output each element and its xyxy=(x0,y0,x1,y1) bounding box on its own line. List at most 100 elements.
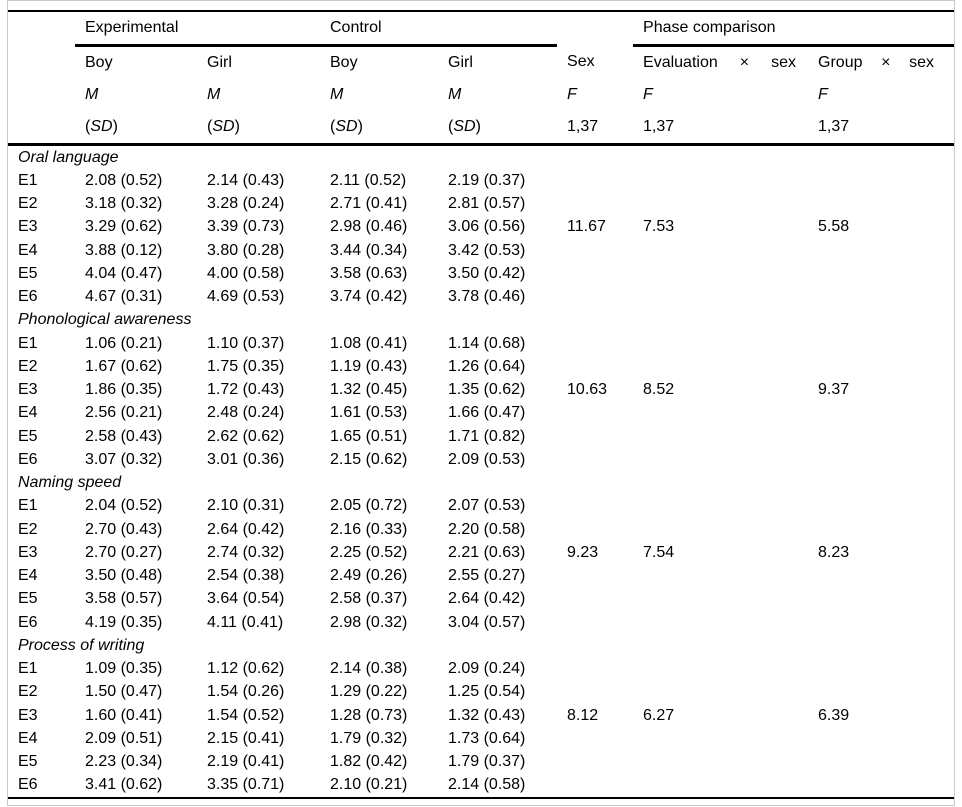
mean-sd-cell: 1.19 (0.43) xyxy=(330,357,408,375)
evaluation-point-label: E4 xyxy=(18,729,38,747)
data-row: E6 4.67 (0.31) 4.69 (0.53) 3.74 (0.42) 3.78 … xyxy=(8,286,954,309)
mean-sd-cell: 2.98 (0.32) xyxy=(330,613,408,631)
mean-sd-cell: 1.67 (0.62) xyxy=(85,357,163,375)
mean-sd-cell: 1.06 (0.21) xyxy=(85,334,163,352)
evaluation-point-label: E1 xyxy=(18,334,38,352)
mean-sd-cell: 4.69 (0.53) xyxy=(207,288,285,306)
mean-sd-cell: 3.29 (0.62) xyxy=(85,218,163,236)
mean-sd-cell: 2.23 (0.34) xyxy=(85,753,163,771)
evaluation-point-label: E6 xyxy=(18,288,38,306)
mean-sd-cell: 2.15 (0.62) xyxy=(330,450,408,468)
mean-sd-cell: 1.54 (0.52) xyxy=(207,706,285,724)
spanner-control: Control xyxy=(320,11,558,47)
sex-f-value: 9.23 xyxy=(567,543,599,561)
mean-sd-cell: 2.14 (0.43) xyxy=(207,171,285,189)
mean-sd-cell: 1.35 (0.62) xyxy=(448,381,526,399)
col-header-experimental-boy: Boy xyxy=(85,54,113,71)
mean-sd-cell: 2.08 (0.52) xyxy=(85,171,163,189)
section-title: Oral language xyxy=(18,148,119,166)
group-factor-label: Group xyxy=(818,54,863,71)
evaluation-point-label: E4 xyxy=(18,404,38,422)
data-row: E3 1.86 (0.35) 1.72 (0.43) 1.32 (0.45) 1.35 … xyxy=(8,379,954,402)
sd-symbol: (SD) xyxy=(197,111,320,146)
mean-sd-cell: 1.10 (0.37) xyxy=(207,334,285,352)
sex-f-value: 10.63 xyxy=(567,381,608,399)
mean-symbol: M xyxy=(330,86,344,103)
mean-sd-cell: 1.28 (0.73) xyxy=(330,706,408,724)
data-row: E4 2.56 (0.21) 2.48 (0.24) 1.61 (0.53) 1.66 … xyxy=(8,402,954,425)
data-row: E6 3.41 (0.62) 3.35 (0.71) 2.10 (0.21) 2.14 … xyxy=(8,774,954,798)
sex-factor-label: sex xyxy=(771,54,797,71)
mean-sd-cell: 2.09 (0.53) xyxy=(448,450,526,468)
mean-sd-cell: 2.14 (0.58) xyxy=(448,776,526,794)
mean-sd-cell: 4.04 (0.47) xyxy=(85,264,163,282)
mean-sd-cell: 2.10 (0.21) xyxy=(330,776,408,794)
col-header-sex: Sex xyxy=(567,53,595,71)
spanner-phase-comparison: Phase comparison xyxy=(633,11,954,47)
data-row: E5 3.58 (0.57) 3.64 (0.54) 2.58 (0.37) 2.64 … xyxy=(8,588,954,611)
mean-sd-cell: 1.86 (0.35) xyxy=(85,381,163,399)
col-header-control-girl: Girl xyxy=(448,54,473,71)
empty-cell xyxy=(8,79,75,111)
mean-sd-cell: 2.19 (0.41) xyxy=(207,753,285,771)
mean-symbol: M xyxy=(85,86,99,103)
data-row: E1 2.04 (0.52) 2.10 (0.31) 2.05 (0.72) 2.07 … xyxy=(8,495,954,518)
mean-sd-cell: 1.82 (0.42) xyxy=(330,753,408,771)
mean-sd-cell: 2.11 (0.52) xyxy=(330,171,407,189)
evaluation-point-label: E1 xyxy=(18,660,38,678)
group-sex-f-value: 6.39 xyxy=(818,706,850,724)
table-container: Experimental Control Phase comparison Bo… xyxy=(7,0,955,806)
mean-sd-cell: 1.25 (0.54) xyxy=(448,683,526,701)
evaluation-point-label: E2 xyxy=(18,683,38,701)
section-title: Naming speed xyxy=(18,474,122,492)
anova-results-table: Experimental Control Phase comparison Bo… xyxy=(8,10,954,799)
table-body: Oral language 11.67 7.53 5.58 E1 2.08 (0.52) 2… xyxy=(8,145,954,798)
mean-sd-cell: 1.71 (0.82) xyxy=(448,427,526,445)
mean-sd-cell: 3.01 (0.36) xyxy=(207,450,285,468)
mean-sd-cell: 2.16 (0.33) xyxy=(330,520,408,538)
mean-sd-cell: 2.20 (0.58) xyxy=(448,520,526,538)
mean-sd-cell: 2.10 (0.31) xyxy=(207,497,285,515)
mean-sd-cell: 2.04 (0.52) xyxy=(85,497,163,515)
mean-sd-cell: 2.70 (0.27) xyxy=(85,543,163,561)
evaluation-point-label: E3 xyxy=(18,543,38,561)
group-sex-f-value: 5.58 xyxy=(818,218,850,236)
mean-sd-cell: 3.50 (0.42) xyxy=(448,264,526,282)
col-header-experimental-girl: Girl xyxy=(207,54,232,71)
section-title-row: Process of writing 8.12 6.27 6.39 xyxy=(8,634,954,723)
mean-sd-cell: 2.74 (0.32) xyxy=(207,543,285,561)
evaluation-sex-f-value: 7.54 xyxy=(643,543,675,561)
mean-sd-cell: 1.79 (0.37) xyxy=(448,753,526,771)
mean-sd-cell: 1.26 (0.64) xyxy=(448,357,526,375)
data-row: E5 4.04 (0.47) 4.00 (0.58) 3.58 (0.63) 3.50 … xyxy=(8,262,954,285)
data-row: E4 2.09 (0.51) 2.15 (0.41) 1.79 (0.32) 1.73 … xyxy=(8,727,954,750)
data-row: E3 2.70 (0.27) 2.74 (0.32) 2.25 (0.52) 2.21 … xyxy=(8,541,954,564)
mean-sd-cell: 1.32 (0.43) xyxy=(448,706,526,724)
evaluation-point-label: E6 xyxy=(18,450,38,468)
data-row: E1 1.06 (0.21) 1.10 (0.37) 1.08 (0.41) 1.14 … xyxy=(8,332,954,355)
data-row: E5 2.58 (0.43) 2.62 (0.62) 1.65 (0.51) 1.71 … xyxy=(8,425,954,448)
statistic-row: M M M M F F F xyxy=(8,79,954,111)
mean-sd-cell: 2.62 (0.62) xyxy=(207,427,285,445)
sd-symbol: (SD) xyxy=(438,111,558,146)
data-row: E5 2.23 (0.34) 2.19 (0.41) 1.82 (0.42) 1.79 … xyxy=(8,751,954,774)
mean-sd-cell: 2.49 (0.26) xyxy=(330,567,408,585)
mean-sd-cell: 2.64 (0.42) xyxy=(448,590,526,608)
mean-sd-cell: 1.08 (0.41) xyxy=(330,334,408,352)
evaluation-point-label: E3 xyxy=(18,381,38,399)
evaluation-sex-f-value: 6.27 xyxy=(643,706,675,724)
column-label-row: Boy Girl Boy Girl Sex Evaluation × sex G… xyxy=(8,46,954,80)
mean-sd-cell: 3.74 (0.42) xyxy=(330,288,408,306)
mean-sd-cell: 2.48 (0.24) xyxy=(207,404,285,422)
mean-sd-cell: 3.07 (0.32) xyxy=(85,450,163,468)
evaluation-sex-f-value: 8.52 xyxy=(643,381,675,399)
mean-sd-cell: 1.65 (0.51) xyxy=(330,427,408,445)
mean-sd-cell: 3.06 (0.56) xyxy=(448,218,526,236)
mean-sd-cell: 1.09 (0.35) xyxy=(85,660,163,678)
mean-sd-cell: 2.71 (0.41) xyxy=(330,195,408,213)
data-row: E2 2.70 (0.43) 2.64 (0.42) 2.16 (0.33) 2.20 … xyxy=(8,518,954,541)
sd-symbol: (SD) xyxy=(320,111,438,146)
data-row: E1 2.08 (0.52) 2.14 (0.43) 2.11 (0.52) 2.19 … xyxy=(8,169,954,192)
col-header-evaluation-by-sex: Evaluation × sex xyxy=(633,46,808,80)
sex-f-value: 8.12 xyxy=(567,706,599,724)
